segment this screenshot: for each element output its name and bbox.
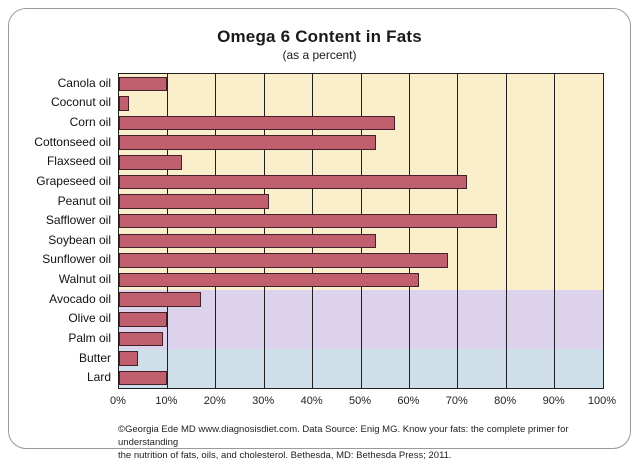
category-label: Corn oil <box>69 115 111 130</box>
source-citation-line1: ©Georgia Ede MD www.diagnosisdiet.com. D… <box>118 424 569 448</box>
bar-walnut-oil <box>119 272 420 288</box>
chart-title: Omega 6 Content in Fats <box>217 27 422 46</box>
bar-grapeseed-oil <box>119 174 468 190</box>
category-label: Lard <box>86 370 111 385</box>
gridline-70% <box>457 74 459 388</box>
source-citation: ©Georgia Ede MD www.diagnosisdiet.com. D… <box>118 423 618 462</box>
x-tick-label-40%: 40% <box>300 395 323 407</box>
gridline-40% <box>312 74 314 388</box>
chart-row-soybean-oil: Soybean oil <box>48 231 603 251</box>
bar-cottonseed-oil <box>119 135 376 150</box>
bar-flaxseed-oil <box>119 155 182 170</box>
bar-soybean-oil <box>119 233 376 249</box>
category-label: Cottonseed oil <box>34 134 111 149</box>
chart-row-palm-oil: Palm oil <box>68 329 603 349</box>
bar-corn-oil <box>119 115 395 131</box>
x-tick-label-50%: 50% <box>348 395 372 407</box>
chart-card: Omega 6 Content in Fats (as a percent) C… <box>8 8 631 461</box>
chart-row-olive-oil: Olive oil <box>68 310 603 330</box>
category-label: Safflower oil <box>45 213 111 228</box>
chart-row-grapeseed-oil: Grapeseed oil <box>36 172 603 192</box>
x-tick-label-100%: 100% <box>587 395 617 407</box>
chart-row-flaxseed-oil: Flaxseed oil <box>47 153 603 173</box>
category-label: Butter <box>78 350 111 365</box>
x-tick-label-80%: 80% <box>494 395 517 407</box>
category-label: Walnut oil <box>58 272 111 287</box>
chart-row-safflower-oil: Safflower oil <box>46 211 603 231</box>
bar-coconut-oil <box>119 96 129 111</box>
chart-row-peanut-oil: Peanut oil <box>58 192 603 212</box>
chart-row-cottonseed-oil: Cottonseed oil <box>34 133 603 153</box>
chart-row-canola-oil: Canola oil <box>58 74 603 94</box>
category-label: Palm oil <box>68 330 111 345</box>
bar-canola-oil <box>119 76 168 92</box>
category-label: Coconut oil <box>50 95 111 110</box>
category-label: Peanut oil <box>57 193 111 208</box>
x-tick-label-0%: 0% <box>110 395 126 407</box>
gridline-10% <box>166 74 168 388</box>
x-tick-label-20%: 20% <box>203 395 226 407</box>
category-label: Flaxseed oil <box>46 154 111 169</box>
bar-safflower-oil <box>119 213 497 229</box>
x-tick-label-10%: 10% <box>155 395 178 407</box>
chart-row-corn-oil: Corn oil <box>70 113 603 133</box>
bar-lard <box>119 370 168 386</box>
x-tick-label-70%: 70% <box>445 395 468 407</box>
gridline-20% <box>215 74 217 388</box>
category-label: Avocado oil <box>49 291 111 306</box>
bar-olive-oil <box>119 312 168 327</box>
category-label: Soybean oil <box>48 232 111 247</box>
x-axis: 0% 10% 20% 30% 40% 50% 60% 70% 80% 90% 100% <box>110 395 616 411</box>
bar-butter <box>119 351 139 366</box>
bar-peanut-oil <box>119 194 270 209</box>
bar-palm-oil <box>119 331 163 347</box>
bar-sunflower-oil <box>119 253 449 268</box>
chart-row-sunflower-oil: Sunflower oil <box>42 251 603 271</box>
bar-avocado-oil <box>119 292 202 307</box>
category-label: Canola oil <box>57 75 111 90</box>
plot-area: Canola oil Coconut oil Corn oil Cottonseed … <box>34 73 604 389</box>
chart-subtitle: (as a percent) <box>282 48 357 62</box>
x-tick-label-60%: 60% <box>397 395 420 407</box>
chart-row-avocado-oil: Avocado oil <box>49 290 603 310</box>
chart-row-coconut-oil: Coconut oil <box>51 94 603 114</box>
gridline-50% <box>360 74 362 388</box>
gridline-80% <box>505 74 507 388</box>
chart-row-butter: Butter <box>79 349 603 369</box>
category-label: Sunflower oil <box>42 252 111 267</box>
chart-row-lard: Lard <box>87 368 603 388</box>
chart-row-walnut-oil: Walnut oil <box>59 270 603 290</box>
category-label: Grapeseed oil <box>36 173 111 188</box>
x-tick-label-30%: 30% <box>252 395 275 407</box>
gridline-30% <box>263 74 265 388</box>
source-citation-line2: the nutrition of fats, oils, and cholest… <box>118 450 452 461</box>
gridline-90% <box>554 74 556 388</box>
gridline-60% <box>408 74 410 388</box>
category-label: Olive oil <box>68 311 111 326</box>
x-tick-label-90%: 90% <box>542 395 565 407</box>
